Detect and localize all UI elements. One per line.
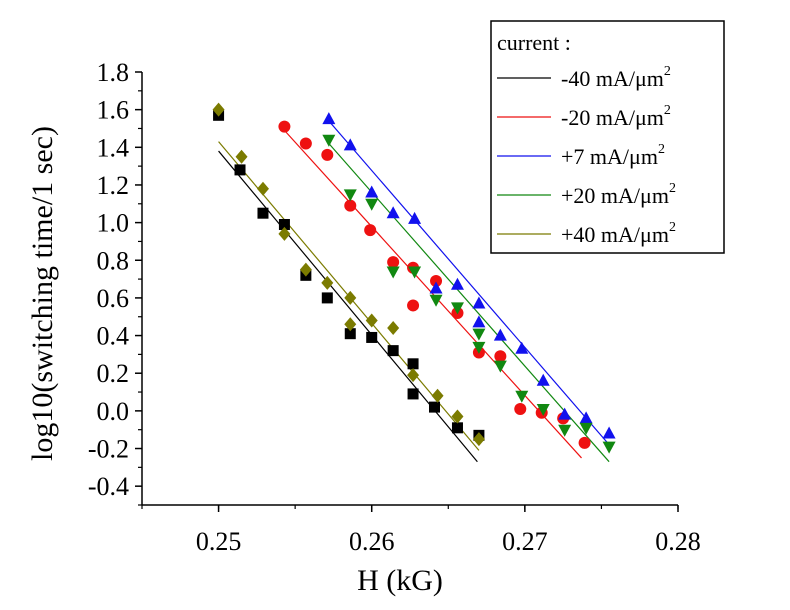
- fit-line: [283, 129, 582, 459]
- data-point: [387, 321, 400, 336]
- data-point: [299, 137, 312, 150]
- data-point: [365, 313, 378, 328]
- y-tick-label: 0.0: [97, 397, 130, 426]
- data-point: [407, 388, 419, 400]
- data-point: [515, 390, 529, 403]
- data-point: [514, 402, 527, 415]
- data-point: [451, 422, 463, 434]
- y-tick-label: 1.0: [97, 209, 130, 238]
- data-point: [299, 262, 312, 277]
- data-point: [407, 368, 420, 383]
- data-point: [321, 292, 333, 304]
- y-tick-label: 0.2: [97, 359, 130, 388]
- axes: 1.8 1.6 1.4 1.2 1.0 0.8 0.6 0.4 0.2 0.0 -0.2 -0.4 0.…: [88, 58, 701, 556]
- y-tick-label: -0.2: [88, 435, 129, 464]
- data-point: [429, 294, 443, 307]
- data-point: [278, 120, 291, 133]
- y-tick-label: 0.4: [97, 322, 130, 351]
- data-point: [386, 206, 400, 219]
- data-point: [344, 328, 356, 340]
- y-tick-label: 1.8: [97, 58, 130, 87]
- x-axis-label: H (kG): [357, 564, 443, 597]
- legend-label: +7 mA/μm2: [561, 142, 665, 169]
- data-point: [450, 277, 464, 290]
- data-point: [234, 164, 246, 176]
- data-point: [558, 407, 572, 420]
- data-markers: [212, 102, 616, 454]
- fit-line: [328, 120, 609, 444]
- y-tick-label: 0.6: [97, 284, 130, 313]
- data-point: [578, 436, 591, 449]
- y-tick-label: -0.4: [88, 472, 129, 501]
- data-point: [472, 328, 486, 341]
- data-point: [364, 224, 377, 237]
- data-point: [408, 266, 422, 279]
- x-tick-label: 0.28: [655, 527, 701, 556]
- data-point: [366, 331, 378, 343]
- data-point: [344, 199, 357, 212]
- data-point: [472, 296, 486, 309]
- data-point: [322, 134, 336, 147]
- data-point: [472, 315, 486, 328]
- data-point: [536, 373, 550, 386]
- data-point: [408, 211, 422, 224]
- x-tick-label: 0.27: [502, 527, 548, 556]
- data-point: [212, 102, 225, 117]
- data-point: [322, 112, 336, 125]
- fit-line: [218, 150, 478, 463]
- data-point: [472, 341, 486, 354]
- legend-label: -40 mA/μm2: [561, 64, 671, 91]
- y-tick-label: 1.2: [97, 171, 130, 200]
- data-point: [430, 274, 443, 287]
- y-tick-label: 1.4: [97, 133, 130, 162]
- data-point: [321, 148, 334, 161]
- data-point: [494, 350, 507, 363]
- data-point: [493, 360, 507, 373]
- data-point: [602, 441, 616, 454]
- data-point: [321, 275, 334, 290]
- data-point: [344, 317, 357, 332]
- data-point: [365, 185, 379, 198]
- data-point: [429, 401, 441, 413]
- data-point: [257, 207, 269, 219]
- legend-box: [490, 20, 725, 254]
- data-point: [278, 226, 291, 241]
- x-tick-label: 0.26: [349, 527, 395, 556]
- data-point: [256, 181, 269, 196]
- y-tick-label: 1.6: [97, 96, 130, 125]
- data-point: [602, 426, 616, 439]
- legend-label: +40 mA/μm2: [561, 220, 676, 247]
- data-point: [278, 218, 290, 230]
- data-point: [579, 422, 593, 435]
- data-point: [536, 403, 550, 416]
- data-point: [343, 189, 357, 202]
- data-point: [515, 341, 529, 354]
- data-point: [472, 432, 485, 447]
- data-point: [451, 409, 464, 424]
- data-point: [407, 299, 420, 312]
- legend-label: -20 mA/μm2: [561, 103, 671, 130]
- legend: current : -40 mA/μm2 -20 mA/μm2 +7 mA/μm2 +2…: [490, 20, 725, 254]
- data-point: [429, 281, 443, 294]
- data-point: [343, 138, 357, 151]
- data-point: [450, 302, 464, 315]
- data-point: [387, 256, 400, 269]
- y-axis-label: log10(switching time/1 sec): [26, 126, 59, 461]
- legend-label: +20 mA/μm2: [561, 181, 676, 208]
- data-point: [558, 424, 572, 437]
- data-point: [387, 345, 399, 357]
- data-point: [431, 388, 444, 403]
- data-point: [407, 358, 419, 370]
- data-point: [365, 198, 379, 211]
- x-tick-label: 0.25: [196, 527, 242, 556]
- data-point: [386, 266, 400, 279]
- data-point: [579, 411, 593, 424]
- data-point: [235, 149, 248, 164]
- data-point: [493, 328, 507, 341]
- y-tick-label: 0.8: [97, 246, 130, 275]
- data-point: [344, 290, 357, 305]
- legend-title: current :: [497, 30, 571, 55]
